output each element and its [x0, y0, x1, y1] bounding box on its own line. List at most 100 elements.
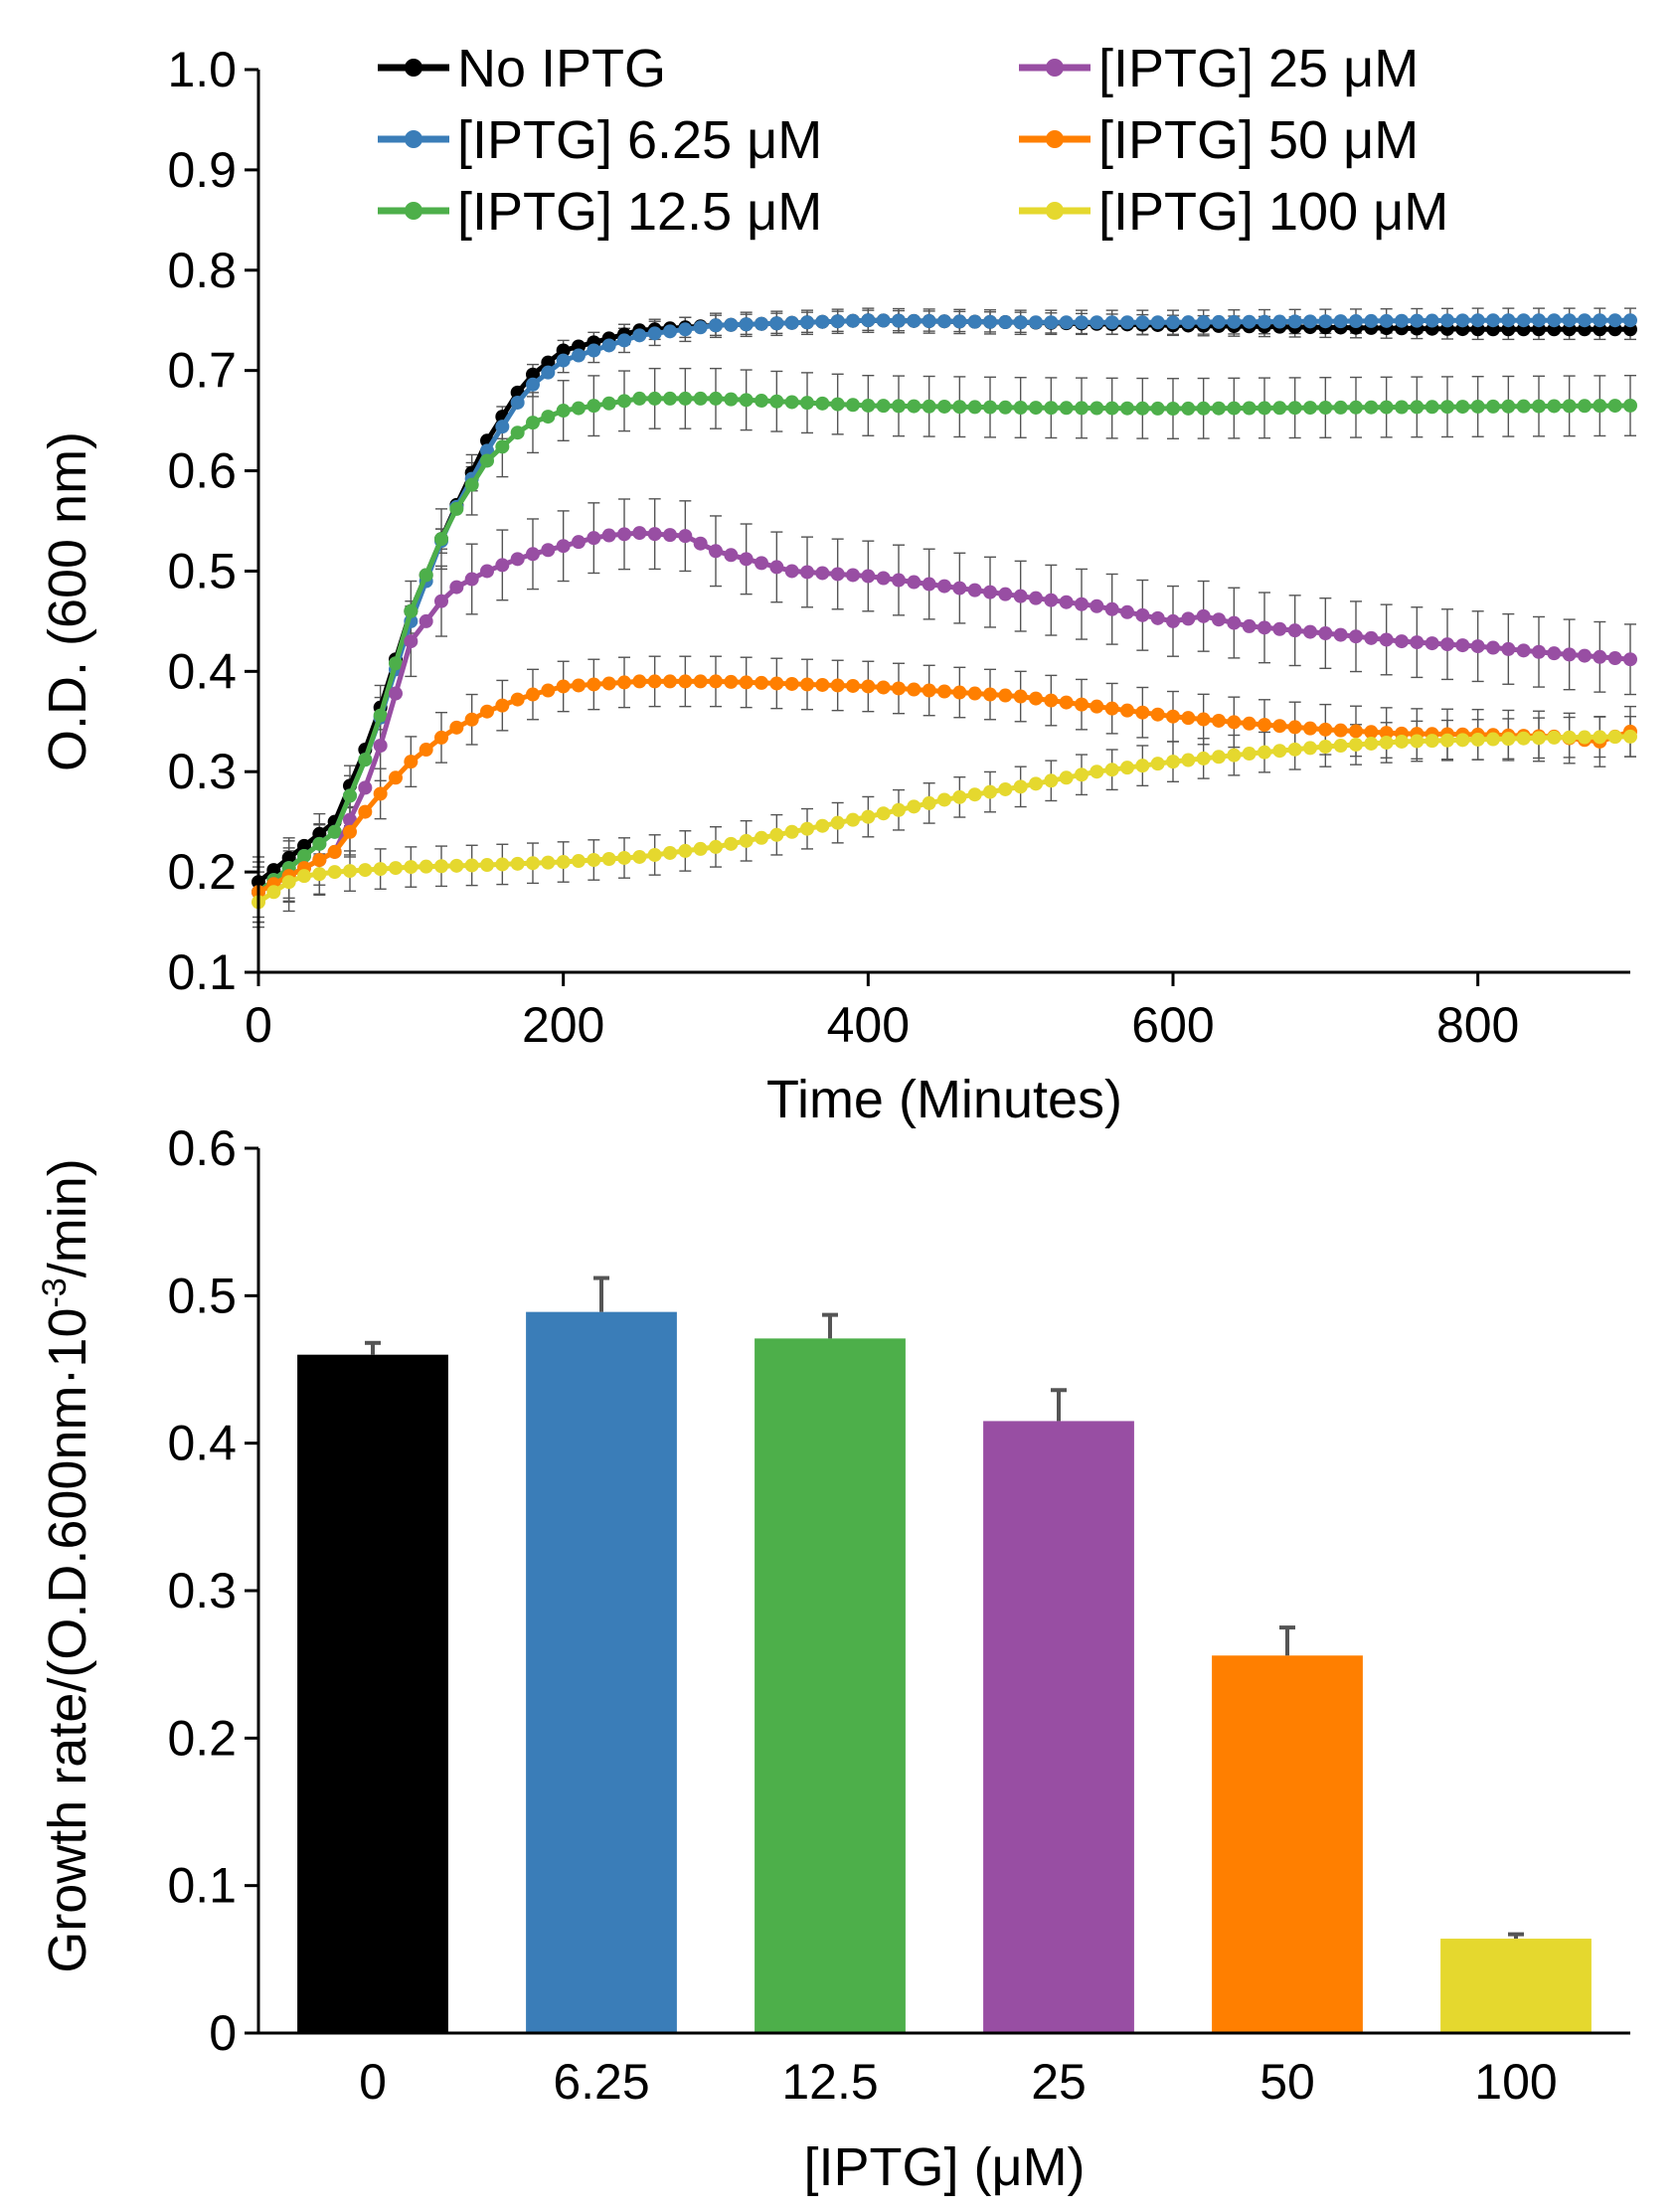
data-point: [922, 399, 936, 414]
data-point: [1395, 734, 1409, 749]
data-point: [572, 535, 586, 550]
data-point: [647, 674, 662, 689]
data-point: [1258, 620, 1271, 635]
data-point: [556, 679, 571, 694]
data-point: [1532, 399, 1546, 414]
data-point: [755, 316, 768, 331]
series-line: [256, 734, 1631, 905]
data-point: [373, 786, 388, 801]
data-point: [1607, 730, 1622, 745]
data-point: [572, 401, 586, 416]
data-point: [846, 812, 860, 827]
data-point: [281, 875, 296, 890]
data-point: [1013, 315, 1028, 330]
data-point: [663, 324, 677, 339]
data-point: [1364, 736, 1379, 751]
y-tick-label: 0.1: [167, 944, 237, 1000]
data-point: [1104, 401, 1119, 416]
data-point: [541, 410, 556, 425]
data-point: [541, 355, 556, 370]
data-point: [937, 792, 951, 807]
data-point: [556, 855, 571, 870]
data-point: [1578, 313, 1592, 328]
data-point: [876, 571, 891, 586]
legend-label: [IPTG] 100 μM: [1098, 182, 1448, 242]
legend-item: [IPTG] 50 μM: [1019, 110, 1419, 170]
legend-item: [IPTG] 12.5 μM: [378, 182, 822, 242]
data-point: [892, 681, 906, 696]
data-point: [937, 314, 951, 329]
data-point: [846, 678, 860, 693]
data-point: [861, 569, 876, 584]
data-point: [1318, 314, 1333, 329]
data-point: [998, 315, 1013, 330]
legend-label: [IPTG] 12.5 μM: [457, 182, 822, 242]
data-point: [830, 314, 845, 329]
series-3: [252, 526, 1637, 900]
data-point: [1562, 399, 1577, 414]
data-point: [1623, 398, 1637, 413]
data-point: [632, 328, 647, 343]
y-axis-title: O.D. (600 nm): [38, 431, 97, 771]
data-point: [1607, 313, 1622, 328]
y-tick-label: 0.5: [167, 1268, 237, 1323]
data-point: [419, 743, 433, 758]
data-point: [937, 684, 951, 699]
data-point: [1166, 402, 1180, 417]
data-point: [526, 856, 540, 871]
data-point: [663, 528, 677, 543]
data-point: [1029, 401, 1043, 416]
data-point: [1181, 753, 1196, 767]
data-point: [769, 827, 784, 842]
data-point: [678, 391, 693, 406]
data-point: [510, 552, 525, 567]
data-point: [1379, 632, 1394, 647]
data-point: [922, 795, 936, 810]
data-point: [983, 784, 997, 799]
data-point: [769, 560, 784, 575]
data-point: [1410, 400, 1425, 415]
legend-label: [IPTG] 25 μM: [1098, 39, 1419, 98]
data-point: [876, 806, 891, 821]
data-point: [1547, 730, 1562, 745]
y-axis-title-superscript: -3: [36, 1277, 74, 1307]
data-point: [1333, 627, 1348, 642]
x-tick-label: 50: [1259, 2054, 1315, 2110]
y-tick-label: 0.7: [167, 343, 237, 399]
y-tick-label: 0.6: [167, 1120, 237, 1176]
data-point: [1059, 695, 1074, 710]
data-point: [937, 399, 951, 414]
data-point: [1242, 314, 1257, 329]
data-point: [404, 603, 419, 618]
data-point: [739, 552, 754, 567]
data-point: [1227, 615, 1242, 630]
data-point: [1212, 401, 1226, 416]
data-point: [678, 674, 693, 689]
data-point: [1379, 726, 1394, 741]
series-layer: [252, 313, 1637, 910]
data-point: [1425, 400, 1439, 415]
data-point: [617, 527, 631, 542]
data-point: [1090, 401, 1104, 416]
legend-label: [IPTG] 50 μM: [1098, 110, 1419, 170]
data-point: [1090, 699, 1104, 714]
data-point: [1013, 689, 1028, 704]
data-point: [1318, 400, 1333, 415]
y-tick-label: 0.1: [167, 1858, 237, 1914]
data-point: [572, 678, 586, 693]
data-point: [1044, 401, 1059, 416]
data-point: [1455, 733, 1470, 748]
data-point: [1379, 735, 1394, 750]
data-point: [1516, 313, 1531, 328]
data-point: [1090, 765, 1104, 779]
data-point: [693, 320, 708, 335]
bar: [755, 1338, 906, 2033]
data-point: [1547, 313, 1562, 328]
data-point: [312, 836, 327, 851]
data-point: [1349, 314, 1363, 329]
data-point: [998, 587, 1013, 601]
data-point: [800, 677, 814, 692]
bars-layer: [297, 1276, 1592, 2033]
data-point: [983, 687, 997, 702]
data-point: [998, 688, 1013, 703]
